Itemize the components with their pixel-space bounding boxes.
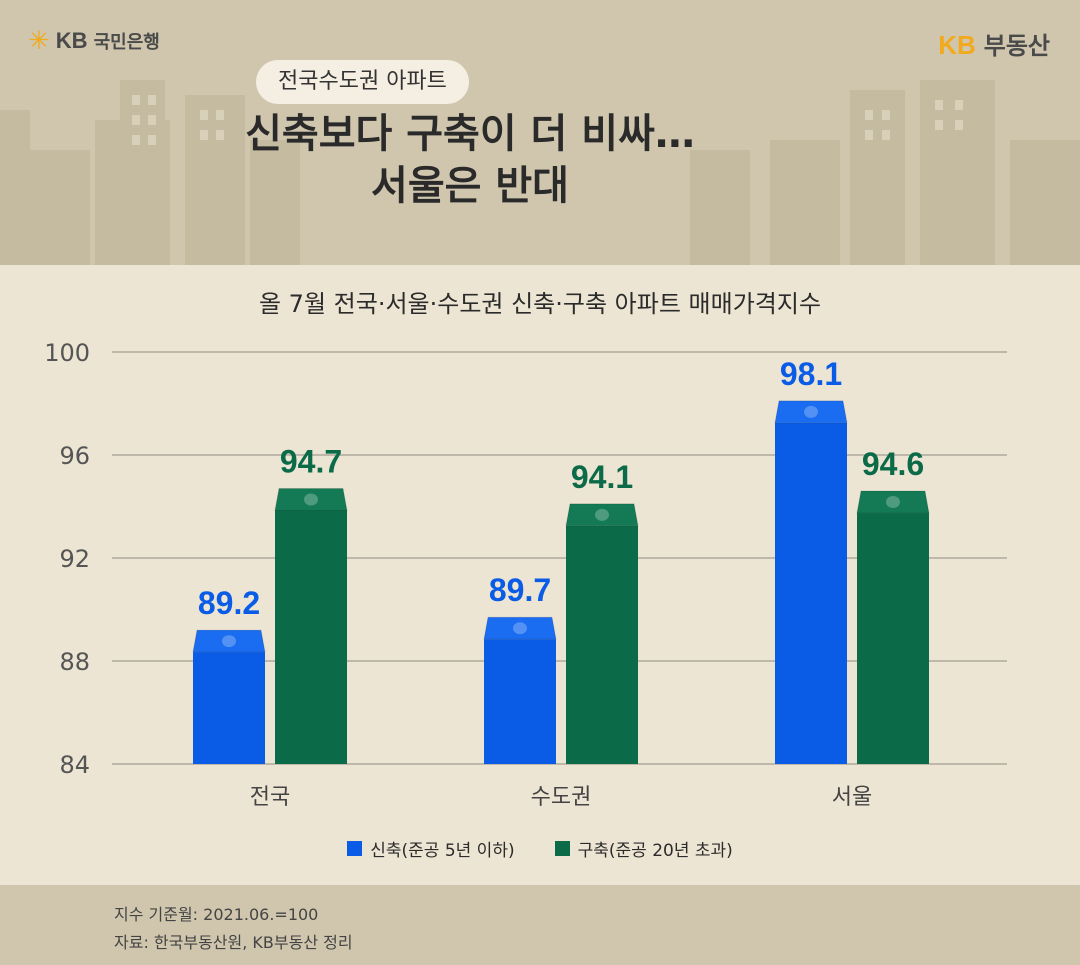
bar-cap xyxy=(483,616,557,640)
bar-cap-dot xyxy=(886,496,900,509)
bar-cap xyxy=(774,400,848,424)
legend-item-old: 구축(준공 20년 초과) xyxy=(554,836,733,861)
bar-cap-dot xyxy=(513,622,527,635)
kb-logo-text: KB xyxy=(55,28,88,53)
bar xyxy=(275,510,347,764)
topic-pill: 전국수도권 아파트 xyxy=(256,60,469,104)
legend-item-new: 신축(준공 5년 이하) xyxy=(347,836,515,861)
x-tick-label: 서울 xyxy=(832,785,872,810)
x-tick-label: 수도권 xyxy=(531,785,592,810)
bar xyxy=(566,525,638,764)
legend-label-old: 구축(준공 20년 초과) xyxy=(577,841,733,861)
bar-cap-dot xyxy=(595,508,609,521)
legend-swatch-new xyxy=(347,841,363,856)
y-tick-label: 96 xyxy=(59,442,90,470)
kb-realestate-logo: KB 부동산 xyxy=(938,26,1050,61)
realestate-name: 부동산 xyxy=(983,32,1050,60)
y-tick-label: 92 xyxy=(59,545,90,573)
kb-kookmin-bank-logo: ✳ KB 국민은행 xyxy=(28,28,160,54)
data-label: 98.1 xyxy=(780,356,842,392)
y-tick-label: 84 xyxy=(59,751,90,779)
title-line-2: 서울은 반대 xyxy=(371,163,569,209)
page-title: 신축보다 구축이 더 비싸… 서울은 반대 xyxy=(0,108,940,212)
kb-logo-text: KB xyxy=(938,30,976,60)
bar xyxy=(193,652,265,764)
index-base-note: 지수 기준월: 2021.06.=100 xyxy=(114,905,319,924)
y-tick-label: 100 xyxy=(44,339,90,367)
header-banner: ✳ KB 국민은행 KB 부동산 전국수도권 아파트 신축보다 구축이 더 비싸… xyxy=(0,0,1080,265)
title-line-1: 신축보다 구축이 더 비싸… xyxy=(245,111,695,157)
bar-cap-dot xyxy=(222,635,236,648)
chart-title: 올 7월 전국·서울·수도권 신축·구축 아파트 매매가격지수 xyxy=(258,290,822,318)
x-tick-label: 전국 xyxy=(250,785,290,810)
bar-cap-dot xyxy=(304,493,318,506)
y-tick-label: 88 xyxy=(59,648,90,676)
data-label: 89.2 xyxy=(198,585,260,621)
bar-cap xyxy=(856,490,930,514)
bar-cap xyxy=(565,503,639,527)
footer: 지수 기준월: 2021.06.=100 자료: 한국부동산원, KB부동산 정… xyxy=(0,885,1080,965)
data-label: 94.7 xyxy=(280,443,342,479)
city-skyline-illustration xyxy=(0,80,1080,265)
data-label: 94.6 xyxy=(862,446,924,482)
bar xyxy=(857,513,929,764)
chart-legend: 신축(준공 5년 이하) 구축(준공 20년 초과) xyxy=(0,836,1080,861)
bar xyxy=(775,422,847,764)
bar-chart: 84 88 92 96 100 89.2 94.7 전국 89.7 94.1 수도권 98.1 94.6… xyxy=(44,339,1007,810)
legend-swatch-old xyxy=(554,841,570,856)
kb-star-icon: ✳ xyxy=(28,26,50,56)
data-label: 89.7 xyxy=(489,572,551,608)
bar-cap-dot xyxy=(804,405,818,418)
bar xyxy=(484,639,556,764)
source-note: 자료: 한국부동산원, KB부동산 정리 xyxy=(114,933,353,952)
data-label: 94.1 xyxy=(571,459,633,495)
legend-label-new: 신축(준공 5년 이하) xyxy=(370,841,515,861)
bank-name: 국민은행 xyxy=(93,32,160,53)
bar-cap xyxy=(192,629,266,653)
bar-cap xyxy=(274,487,348,511)
